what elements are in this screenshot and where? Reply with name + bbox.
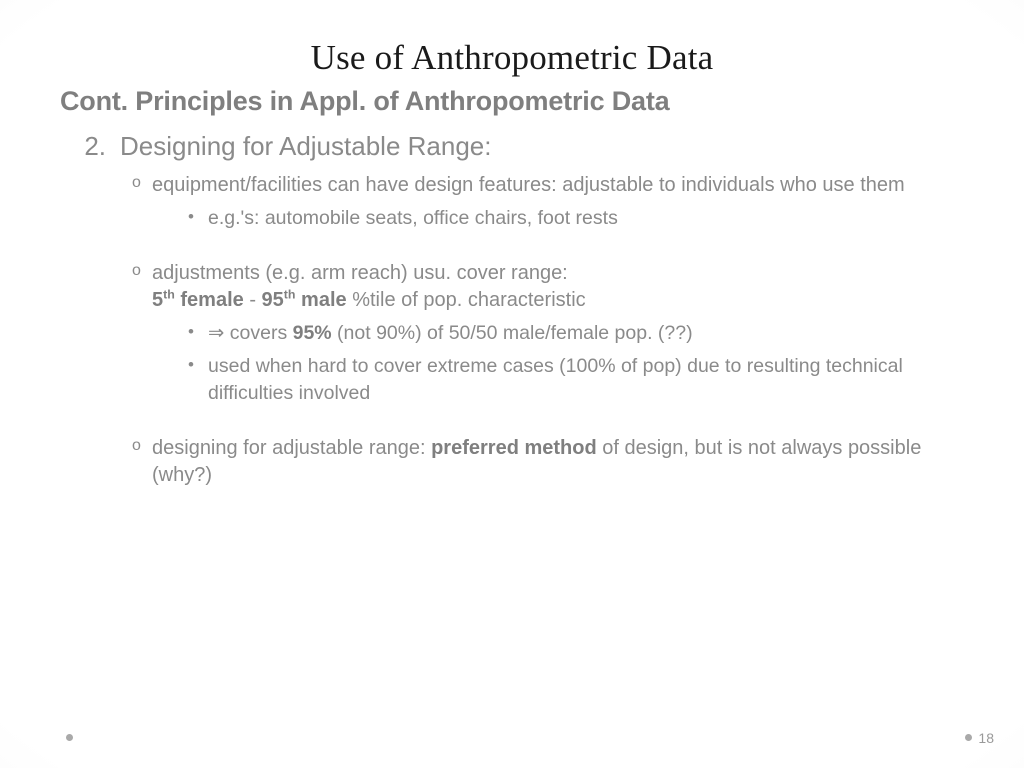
range-male: male (296, 289, 347, 311)
slide-subtitle: Cont. Principles in Appl. of Anthropomet… (60, 86, 964, 117)
range-95: 95 (262, 289, 284, 311)
slide-title: Use of Anthropometric Data (60, 38, 964, 78)
covers-pct: 95% (293, 322, 332, 344)
range-5-sup: th (163, 287, 175, 301)
covers-tail: (not 90%) of 50/50 male/female pop. (??) (332, 322, 693, 344)
bullet-equipment: equipment/facilities can have design fea… (60, 172, 964, 199)
bullet-preferred: designing for adjustable range: preferre… (60, 435, 964, 489)
decorative-dot-left (66, 734, 73, 741)
range-5: 5 (152, 289, 163, 311)
adjustments-line1: adjustments (e.g. arm reach) usu. cover … (152, 262, 568, 284)
preferred-lead: designing for adjustable range: (152, 437, 431, 459)
range-dash: - (244, 289, 262, 311)
page-number: 18 (978, 730, 994, 746)
preferred-bold: preferred method (431, 437, 597, 459)
bullet-extreme-cases: used when hard to cover extreme cases (1… (60, 353, 964, 407)
decorative-dot-right (965, 734, 972, 741)
range-female: female (175, 289, 244, 311)
bullet-covers-95: ⇒ covers 95% (not 90%) of 50/50 male/fem… (60, 320, 964, 347)
bullet-adjustments: adjustments (e.g. arm reach) usu. cover … (60, 260, 964, 314)
covers-arrow: ⇒ covers (208, 322, 293, 344)
item-heading-text: Designing for Adjustable Range: (120, 131, 491, 162)
item-number: 2. (80, 131, 120, 162)
range-tail: %tile of pop. characteristic (347, 289, 586, 311)
slide: Use of Anthropometric Data Cont. Princip… (0, 0, 1024, 768)
bullet-examples: e.g.'s: automobile seats, office chairs,… (60, 205, 964, 232)
range-95-sup: th (284, 287, 296, 301)
numbered-heading: 2. Designing for Adjustable Range: (60, 131, 964, 162)
